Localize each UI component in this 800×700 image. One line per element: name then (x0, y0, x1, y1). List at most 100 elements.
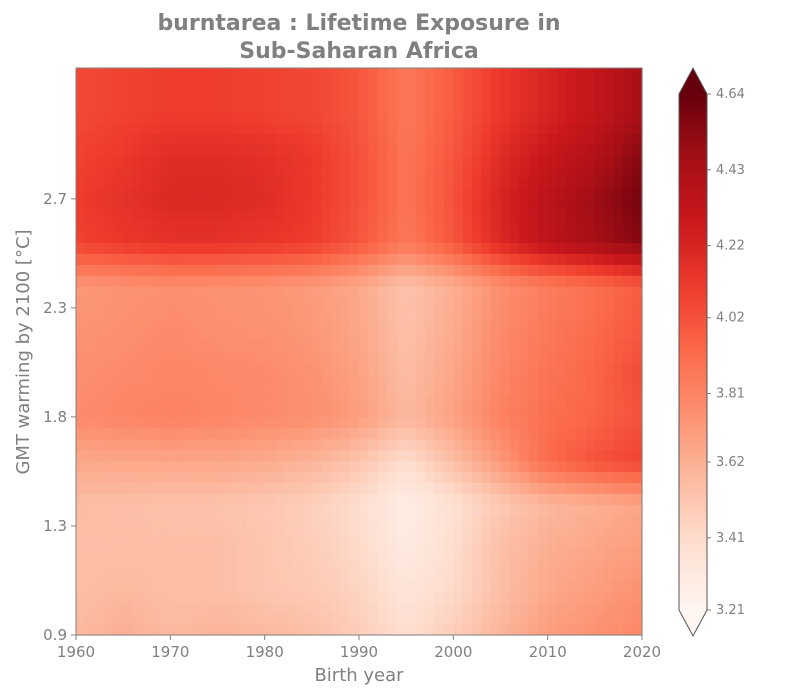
heatmap-cell (434, 198, 445, 211)
heatmap-cell (94, 78, 105, 91)
heatmap-cell (396, 525, 407, 538)
heatmap-cell (557, 89, 568, 102)
heatmap-cell (198, 286, 209, 298)
heatmap-cell (377, 242, 388, 254)
heatmap-cell (368, 362, 379, 374)
heatmap-cell (226, 286, 237, 298)
heatmap-cell (189, 133, 200, 145)
heatmap-cell (575, 264, 586, 276)
heatmap-cell (566, 231, 577, 244)
heatmap-cell (340, 449, 351, 462)
heatmap-cell (85, 166, 96, 178)
heatmap-cell (264, 351, 275, 363)
heatmap-cell (453, 536, 464, 549)
heatmap-cell (170, 580, 181, 592)
heatmap-cell (142, 78, 153, 91)
heatmap-cell (623, 591, 634, 603)
heatmap-cell (151, 133, 162, 145)
heatmap-cell (528, 89, 539, 102)
heatmap-cell (491, 395, 502, 407)
heatmap-cell (283, 384, 294, 396)
heatmap-cell (557, 406, 568, 418)
heatmap-cell (104, 111, 115, 124)
heatmap-cell (340, 296, 351, 309)
heatmap-cell (377, 275, 388, 287)
heatmap-cell (330, 78, 341, 91)
heatmap-cell (472, 286, 483, 298)
heatmap-cell (547, 220, 558, 233)
heatmap-cell (142, 307, 153, 320)
heatmap-cell (236, 525, 247, 538)
heatmap-cell (302, 460, 313, 473)
heatmap-cell (198, 264, 209, 276)
heatmap-cell (160, 613, 171, 625)
heatmap-cell (104, 406, 115, 418)
heatmap-cell (76, 340, 87, 353)
heatmap-cell (274, 78, 285, 91)
heatmap-cell (85, 427, 96, 440)
heatmap-cell (208, 547, 219, 560)
heatmap-cell (170, 286, 181, 298)
heatmap-cell (151, 427, 162, 440)
heatmap-cell (509, 416, 520, 429)
heatmap-cell (575, 624, 586, 636)
heatmap-cell (340, 362, 351, 374)
heatmap-cell (217, 569, 228, 582)
heatmap-cell (604, 482, 615, 494)
heatmap-cell (377, 406, 388, 418)
heatmap-cell (585, 89, 596, 102)
heatmap-cell (443, 602, 454, 614)
heatmap-cell (85, 296, 96, 309)
heatmap-cell (217, 264, 228, 276)
heatmap-cell (208, 264, 219, 276)
heatmap-cell (500, 427, 511, 440)
heatmap-cell (434, 525, 445, 538)
heatmap-cell (462, 253, 473, 265)
heatmap-cell (528, 177, 539, 189)
heatmap-cell (528, 68, 539, 80)
heatmap-cell (443, 438, 454, 451)
heatmap-cell (491, 231, 502, 244)
heatmap-cell (453, 209, 464, 222)
heatmap-cell (557, 460, 568, 473)
heatmap-cell (340, 111, 351, 124)
heatmap-cell (349, 177, 360, 189)
heatmap-cell (632, 427, 643, 440)
heatmap-cell (453, 406, 464, 418)
heatmap-cell (500, 286, 511, 298)
heatmap-cell (255, 580, 266, 592)
heatmap-cell (359, 318, 370, 331)
heatmap-cell (340, 384, 351, 396)
heatmap-cell (604, 231, 615, 244)
heatmap-cell (491, 144, 502, 156)
heatmap-cell (217, 591, 228, 603)
heatmap-cell (528, 613, 539, 625)
heatmap-cell (236, 460, 247, 473)
heatmap-cell (189, 122, 200, 135)
heatmap-cell (472, 438, 483, 451)
heatmap-cell (330, 133, 341, 145)
heatmap-cell (481, 395, 492, 407)
heatmap-cell (547, 602, 558, 614)
heatmap-cell (349, 580, 360, 592)
heatmap-cell (226, 318, 237, 331)
heatmap-cell (142, 395, 153, 407)
heatmap-cell (453, 122, 464, 135)
heatmap-cell (292, 569, 303, 582)
heatmap-cell (113, 362, 124, 374)
heatmap-cell (123, 318, 134, 331)
heatmap-cell (198, 296, 209, 309)
heatmap-cell (94, 558, 105, 571)
heatmap-cell (283, 155, 294, 167)
heatmap-cell (585, 209, 596, 222)
heatmap-cell (547, 438, 558, 451)
heatmap-cell (632, 438, 643, 451)
heatmap-cell (264, 100, 275, 113)
heatmap-cell (519, 296, 530, 309)
heatmap-cell (349, 286, 360, 298)
heatmap-cell (236, 187, 247, 200)
heatmap-cell (236, 111, 247, 124)
heatmap-cell (189, 198, 200, 211)
heatmap-cell (274, 209, 285, 222)
heatmap-cell (208, 602, 219, 614)
